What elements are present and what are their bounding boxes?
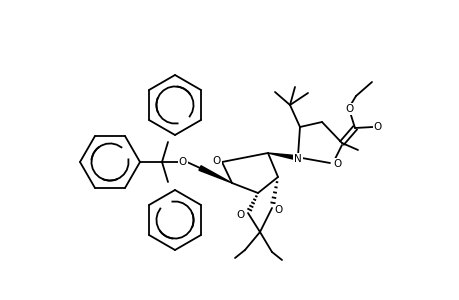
Text: O: O	[373, 122, 381, 132]
Text: O: O	[333, 159, 341, 169]
Text: O: O	[236, 210, 245, 220]
Polygon shape	[198, 166, 231, 183]
Text: O: O	[179, 157, 187, 167]
Text: O: O	[274, 205, 282, 215]
Polygon shape	[268, 153, 298, 160]
Text: N: N	[293, 154, 301, 164]
Text: O: O	[213, 156, 221, 166]
Text: O: O	[345, 104, 353, 114]
